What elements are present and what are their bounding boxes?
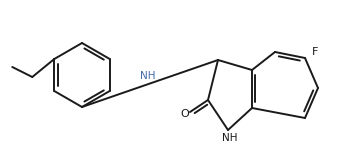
Text: O: O xyxy=(181,109,189,119)
Text: NH: NH xyxy=(140,71,156,80)
Text: NH: NH xyxy=(222,133,238,143)
Text: F: F xyxy=(312,47,318,57)
